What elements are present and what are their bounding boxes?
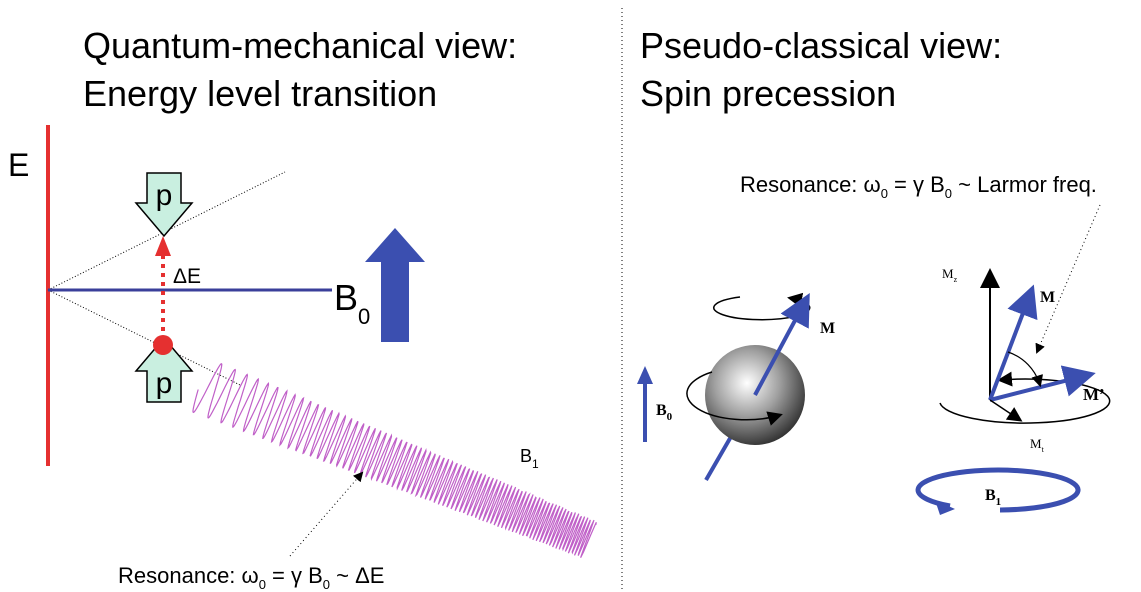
res-part: = γ B [266, 563, 323, 588]
b0-base: B [334, 277, 358, 318]
p-upper: p [156, 179, 173, 212]
left-title-1: Quantum-mechanical view: [83, 25, 517, 66]
energy-label: E [8, 147, 29, 183]
m-label: M [1040, 289, 1055, 306]
res-sub: 0 [259, 577, 266, 592]
mz-label: Mz [942, 266, 958, 284]
resonance-pointer [290, 473, 362, 556]
b0-label: B0 [334, 277, 370, 329]
right-resonance: Resonance: ω0 = γ B0 ~ Larmor freq. [740, 172, 1097, 201]
left-title-2: Energy level transition [83, 73, 437, 114]
m-sphere-label: M [820, 320, 835, 337]
res-part: ~ ΔE [330, 563, 384, 588]
m-prime-label: M’ [1083, 385, 1105, 404]
b1-sub: 1 [996, 496, 1002, 508]
b0-head [637, 366, 653, 384]
mt-sub: t [1042, 445, 1045, 454]
transition-head [155, 236, 171, 256]
p-lower: p [156, 367, 173, 400]
right-title-1: Pseudo-classical view: [640, 25, 1002, 66]
b0-sub: 0 [667, 411, 673, 423]
tip-angle [1008, 352, 1040, 385]
right-title-2: Spin precession [640, 73, 896, 114]
larmor-pointer [1037, 205, 1100, 352]
b0-label-right: B0 [656, 402, 673, 423]
b1-base: B [520, 446, 532, 466]
res-part: Resonance: ω [740, 172, 881, 197]
b1-label: B1 [520, 446, 539, 471]
mt-vector [990, 400, 1020, 420]
res-sub: 0 [323, 577, 330, 592]
res-part: = γ B [888, 172, 945, 197]
mt-label: Mt [1030, 436, 1045, 454]
mz-sub: z [954, 275, 958, 284]
res-sub: 0 [881, 186, 888, 201]
mz-base: M [942, 266, 954, 281]
slide: Quantum-mechanical view: Energy level tr… [0, 0, 1141, 592]
b1-base: B [985, 487, 996, 504]
res-part: Resonance: ω [118, 563, 259, 588]
res-part: ~ Larmor freq. [952, 172, 1097, 197]
delta-e: ΔE [173, 265, 201, 288]
spin-dot [153, 335, 173, 355]
b0-arrow [365, 228, 425, 342]
b1-loop-head [935, 500, 955, 515]
b0-base: B [656, 402, 667, 419]
left-resonance: Resonance: ω0 = γ B0 ~ ΔE [118, 563, 384, 592]
res-sub: 0 [945, 186, 952, 201]
b1-sub: 1 [532, 457, 539, 471]
b0-sub: 0 [358, 304, 370, 329]
m-vector-frame [990, 292, 1031, 400]
mt-base: M [1030, 436, 1042, 451]
b1-label-right: B1 [985, 487, 1001, 508]
